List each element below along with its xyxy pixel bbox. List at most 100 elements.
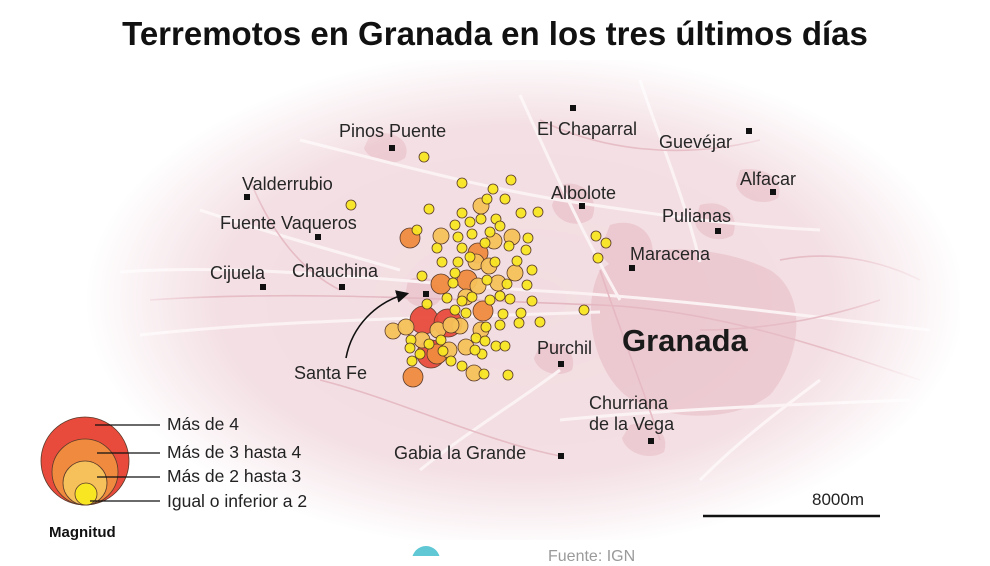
place-label-santa-fe: Santa Fe <box>294 363 368 383</box>
earthquake-marker <box>464 251 476 263</box>
place-label-pinos-puente: Pinos Puente <box>339 121 447 141</box>
earthquake-marker <box>406 355 418 367</box>
earthquake-marker <box>490 340 502 352</box>
earthquake-marker <box>414 348 426 360</box>
earthquake-marker <box>441 292 453 304</box>
earthquake-marker <box>456 295 468 307</box>
place-marker-pinos-puente <box>389 145 395 151</box>
earthquake-marker <box>504 293 516 305</box>
earthquake-marker <box>502 369 514 381</box>
legend-title: Magnitud <box>49 524 116 541</box>
earthquake-marker <box>503 240 515 252</box>
place-label-valderrubio: Valderrubio <box>242 174 333 194</box>
earthquake-marker <box>435 334 447 346</box>
place-label-guevejar: Guevéjar <box>659 132 733 152</box>
earthquake-marker <box>447 277 459 289</box>
scale-bar-label: 8000m <box>812 490 864 509</box>
place-label-fuente-vaqueros: Fuente Vaqueros <box>220 213 357 233</box>
place-marker-albolote <box>579 203 585 209</box>
place-label-cijuela: Cijuela <box>210 263 266 283</box>
earthquake-marker <box>423 203 435 215</box>
place-marker-purchil <box>558 361 564 367</box>
place-label-purchil: Purchil <box>537 338 593 358</box>
place-marker-valderrubio <box>244 194 250 200</box>
earthquake-marker <box>470 332 482 344</box>
place-marker-maracena <box>629 265 635 271</box>
earthquake-marker <box>449 219 461 231</box>
earthquake-marker <box>590 230 602 242</box>
earthquake-marker <box>592 252 604 264</box>
earthquake-marker <box>499 193 511 205</box>
earthquake-marker <box>494 319 506 331</box>
earthquake-marker <box>501 278 513 290</box>
earthquake-marker <box>532 206 544 218</box>
earthquake-marker <box>489 256 501 268</box>
place-marker-santa-fe <box>423 291 429 297</box>
earthquake-marker <box>418 151 430 163</box>
earthquake-marker <box>423 338 435 350</box>
place-label-alfacar: Alfacar <box>740 169 797 189</box>
earthquake-marker <box>464 216 476 228</box>
legend-circle-hasta-2 <box>74 482 98 506</box>
earthquake-marker <box>520 244 532 256</box>
place-marker-guevejar <box>746 128 752 134</box>
earthquake-marker <box>466 291 478 303</box>
earthquake-marker <box>442 316 460 334</box>
earthquake-marker <box>469 344 481 356</box>
earthquake-marker <box>484 294 496 306</box>
place-label-el-chaparral: El Chaparral <box>537 119 638 139</box>
place-marker-fuente-vaqueros <box>315 234 321 240</box>
earthquake-marker <box>449 267 461 279</box>
place-marker-chauchina <box>339 284 345 290</box>
city-label-granada: Granada <box>622 323 748 358</box>
magnitude-legend <box>40 416 160 506</box>
earthquake-marker <box>480 321 492 333</box>
earthquake-marker <box>494 290 506 302</box>
earthquake-marker <box>452 231 464 243</box>
earthquake-marker <box>431 242 443 254</box>
place-label-pulianas: Pulianas <box>662 206 732 226</box>
place-marker-churriana <box>648 438 654 444</box>
earthquake-marker <box>506 264 524 282</box>
earthquake-marker <box>497 308 509 320</box>
earthquake-marker <box>515 207 527 219</box>
earthquake-marker <box>466 228 478 240</box>
place-label-maracena: Maracena <box>630 244 711 264</box>
earthquake-marker <box>421 298 433 310</box>
earthquake-marker <box>481 193 493 205</box>
place-label-albolote: Albolote <box>551 183 617 203</box>
earthquake-marker <box>437 345 449 357</box>
earthquake-marker <box>397 318 415 336</box>
place-marker-cijuela <box>260 284 266 290</box>
earthquake-marker <box>445 355 457 367</box>
place-label-churriana-line1: Churriana <box>589 393 669 413</box>
earthquake-marker <box>436 256 448 268</box>
earthquake-marker <box>499 340 511 352</box>
earthquake-marker <box>460 307 472 319</box>
earthquake-marker <box>472 300 494 322</box>
place-marker-el-chaparral <box>570 105 576 111</box>
legend-label-3-a-4: Más de 3 hasta 4 <box>167 442 302 462</box>
earthquake-marker <box>494 220 506 232</box>
source-credit: Fuente: IGN <box>548 548 636 565</box>
earthquake-marker <box>526 264 538 276</box>
earthquake-marker <box>345 199 357 211</box>
earthquake-marker <box>416 270 428 282</box>
earthquake-marker <box>478 368 490 380</box>
earthquake-marker <box>402 366 424 388</box>
legend-label-2-a-3: Más de 2 hasta 3 <box>167 466 302 486</box>
earthquake-marker <box>484 226 496 238</box>
earthquake-marker <box>487 183 499 195</box>
earthquake-layer <box>345 151 612 388</box>
earthquake-marker <box>513 317 525 329</box>
earthquake-marker <box>456 207 468 219</box>
earthquake-marker <box>481 274 493 286</box>
earthquake-marker <box>600 237 612 249</box>
earthquake-marker <box>449 304 461 316</box>
place-label-churriana-line2: de la Vega <box>589 414 675 434</box>
earthquake-marker <box>534 316 546 328</box>
place-marker-alfacar <box>770 189 776 195</box>
place-marker-gabia <box>558 453 564 459</box>
